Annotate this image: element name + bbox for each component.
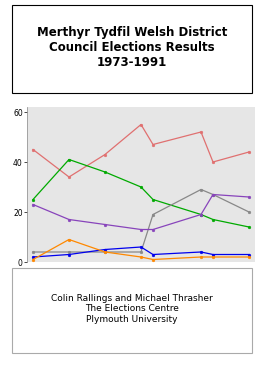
Text: Colin Rallings and Michael Thrasher
The Elections Centre
Plymouth University: Colin Rallings and Michael Thrasher The … [51, 294, 213, 324]
FancyBboxPatch shape [12, 268, 252, 353]
FancyBboxPatch shape [12, 5, 252, 93]
Text: Merthyr Tydfil Welsh District
Council Elections Results
1973-1991: Merthyr Tydfil Welsh District Council El… [37, 26, 227, 69]
